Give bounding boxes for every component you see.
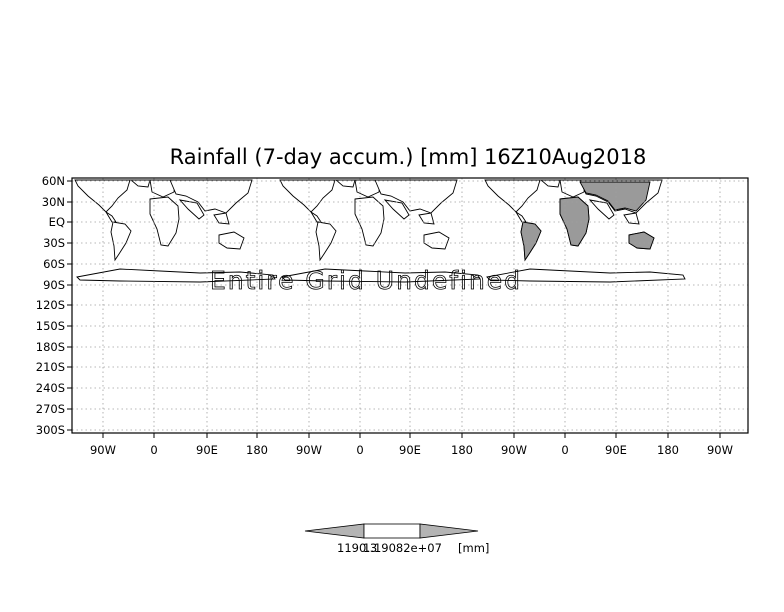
colorbar-center-box [363, 523, 421, 539]
colorbar-right-arrow [419, 523, 479, 539]
x-tick-label: 90E [605, 443, 627, 457]
x-tick-label: 90E [196, 443, 218, 457]
x-tick-label: 180 [657, 443, 679, 457]
landmass-africa [149, 196, 180, 247]
y-tick-label: 30N [42, 195, 65, 209]
shaded-region-asia [579, 181, 651, 212]
undefined-grid-annotation: Entire Grid Undefined [210, 266, 522, 295]
y-tick-label: 60N [42, 174, 65, 188]
x-tick-label: 90W [707, 443, 733, 457]
y-tick-label: 150S [36, 319, 65, 333]
landmass-australia [218, 231, 245, 250]
y-tick-label: 30S [43, 236, 65, 250]
shaded-rainfall-regions [520, 181, 655, 262]
landmass-southeast-asia [213, 212, 230, 225]
landmass-antarctica [76, 268, 276, 283]
x-tick-label: 0 [150, 443, 157, 457]
x-tick-label: 180 [246, 443, 268, 457]
landmass-greenland [334, 179, 356, 188]
colorbar-unit: [mm] [458, 541, 489, 555]
y-axis: 60N 30N EQ 30S 60S 90S 120S 150S 180S 210S 240S 270… [36, 174, 72, 437]
map-copy-1 [74, 179, 276, 283]
landmass-arabia-india [178, 199, 205, 220]
y-tick-label: 60S [43, 257, 65, 271]
landmass-asia [169, 179, 253, 214]
landmass-greenland [539, 179, 561, 188]
x-tick-label: 180 [451, 443, 473, 457]
landmass-north-america [74, 179, 131, 213]
landmass-central-america [515, 211, 527, 223]
shaded-region-australia [628, 231, 655, 250]
landmass-asia [374, 179, 458, 214]
shaded-region-africa [559, 196, 590, 247]
x-tick-label: 90W [90, 443, 116, 457]
x-axis: 90W 0 90E 180 90W 0 90E 180 90W 0 90E 180 90W [90, 433, 733, 457]
x-tick-label: 0 [561, 443, 568, 457]
landmass-arabia-india [588, 199, 615, 220]
landmass-central-america [310, 211, 322, 223]
x-tick-label: 90W [296, 443, 322, 457]
x-tick-label: 90W [501, 443, 527, 457]
y-tick-label: 120S [36, 298, 65, 312]
landmass-central-america [105, 211, 117, 223]
landmass-antarctica [486, 268, 686, 283]
y-tick-label: 240S [36, 381, 65, 395]
landmass-southeast-asia [623, 212, 640, 225]
landmass-north-america [484, 179, 541, 213]
landmass-south-america [110, 221, 132, 262]
landmass-greenland [129, 179, 151, 188]
landmass-africa [354, 196, 385, 247]
gridlines [72, 178, 748, 433]
map-copy-2 [279, 179, 481, 283]
chart-title: Rainfall (7-day accum.) [mm] 16Z10Aug201… [170, 145, 647, 169]
map-layer [74, 179, 686, 283]
landmass-antarctica [281, 268, 481, 283]
shaded-region-south-america [520, 221, 542, 262]
x-tick-label: 0 [356, 443, 363, 457]
y-tick-label: 210S [36, 360, 65, 374]
y-tick-label: 90S [43, 278, 65, 292]
x-tick-label: 90E [399, 443, 421, 457]
colorbar: 1190.3 1.19082e+07 [mm] [304, 523, 489, 555]
landmass-southeast-asia [418, 212, 435, 225]
colorbar-left-arrow [304, 523, 365, 539]
landmass-australia [423, 231, 450, 250]
colorbar-label-left: 1190.3 [337, 541, 377, 555]
landmass-arabia-india [383, 199, 410, 220]
landmass-south-america [315, 221, 337, 262]
y-tick-label: 300S [36, 423, 65, 437]
y-tick-label: 180S [36, 340, 65, 354]
y-tick-label: EQ [49, 215, 65, 229]
landmass-north-america [279, 179, 336, 213]
y-tick-label: 270S [36, 402, 65, 416]
colorbar-label-right: 1.19082e+07 [363, 541, 442, 555]
